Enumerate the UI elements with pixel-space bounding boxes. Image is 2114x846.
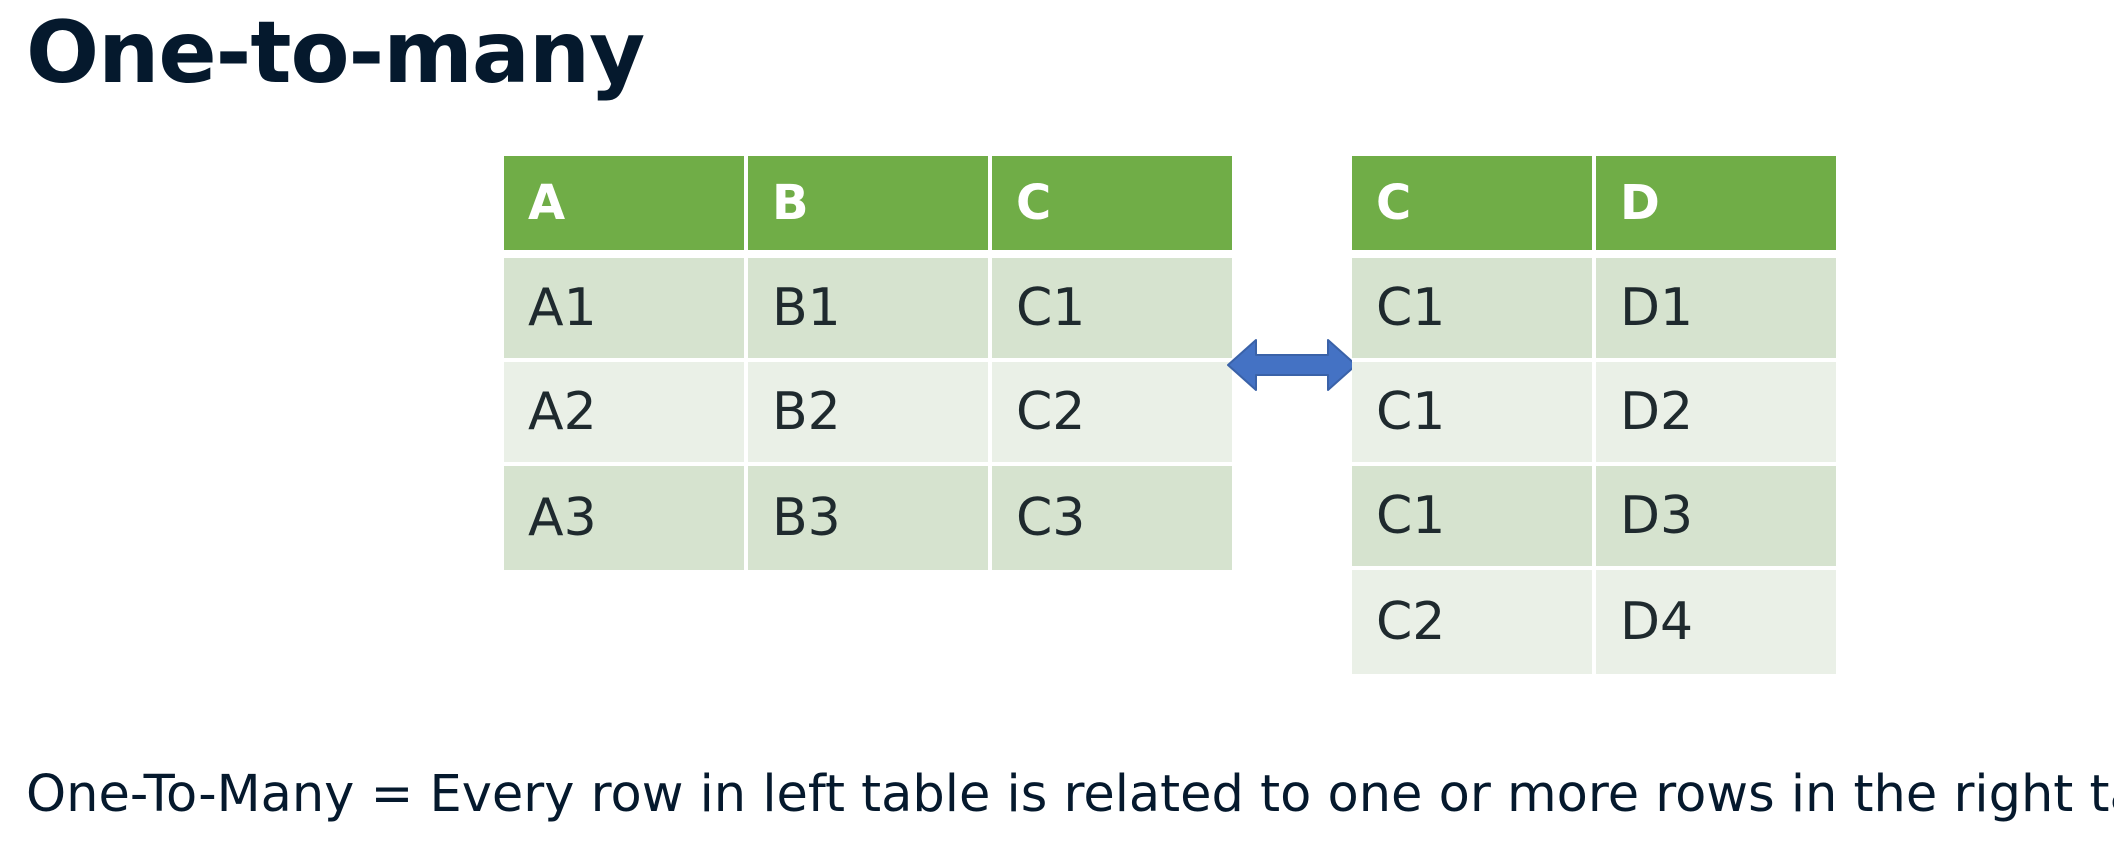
left-table-cell: B3 — [748, 466, 992, 570]
left-table-header-cell: A — [504, 156, 748, 258]
right-table-cell: D3 — [1596, 466, 1836, 570]
right-table-header-row: C D — [1352, 156, 1836, 258]
left-table-cell: C3 — [992, 466, 1232, 570]
left-table-cell: C2 — [992, 362, 1232, 466]
right-table-row: C1 D3 — [1352, 466, 1836, 570]
left-table-cell: B1 — [748, 258, 992, 362]
right-table-cell: C1 — [1352, 362, 1596, 466]
left-table-header-row: A B C — [504, 156, 1232, 258]
left-table-cell: A2 — [504, 362, 748, 466]
right-table-row: C2 D4 — [1352, 570, 1836, 674]
right-table: C D C1 D1 C1 D2 C1 D3 C2 D4 — [1352, 156, 1836, 674]
left-table-cell: A3 — [504, 466, 748, 570]
left-table-header-cell: B — [748, 156, 992, 258]
right-table-cell: D1 — [1596, 258, 1836, 362]
left-table: A B C A1 B1 C1 A2 B2 C2 A3 B3 C3 — [504, 156, 1232, 570]
caption: One-To-Many = Every row in left table is… — [26, 765, 2114, 824]
double-arrow-shape — [1227, 339, 1357, 391]
right-table-cell: C2 — [1352, 570, 1596, 674]
left-table-cell: B2 — [748, 362, 992, 466]
right-table-row: C1 D2 — [1352, 362, 1836, 466]
left-table-cell: C1 — [992, 258, 1232, 362]
right-table-cell: D2 — [1596, 362, 1836, 466]
left-table-header-cell: C — [992, 156, 1232, 258]
right-table-cell: C1 — [1352, 258, 1596, 362]
left-table-row: A3 B3 C3 — [504, 466, 1232, 570]
left-table-row: A1 B1 C1 — [504, 258, 1232, 362]
left-table-row: A2 B2 C2 — [504, 362, 1232, 466]
double-arrow-icon — [1227, 339, 1357, 391]
slide-title: One-to-many — [26, 3, 645, 103]
right-table-header-cell: C — [1352, 156, 1596, 258]
right-table-cell: D4 — [1596, 570, 1836, 674]
right-table-row: C1 D1 — [1352, 258, 1836, 362]
right-table-header-cell: D — [1596, 156, 1836, 258]
right-table-cell: C1 — [1352, 466, 1596, 570]
left-table-cell: A1 — [504, 258, 748, 362]
